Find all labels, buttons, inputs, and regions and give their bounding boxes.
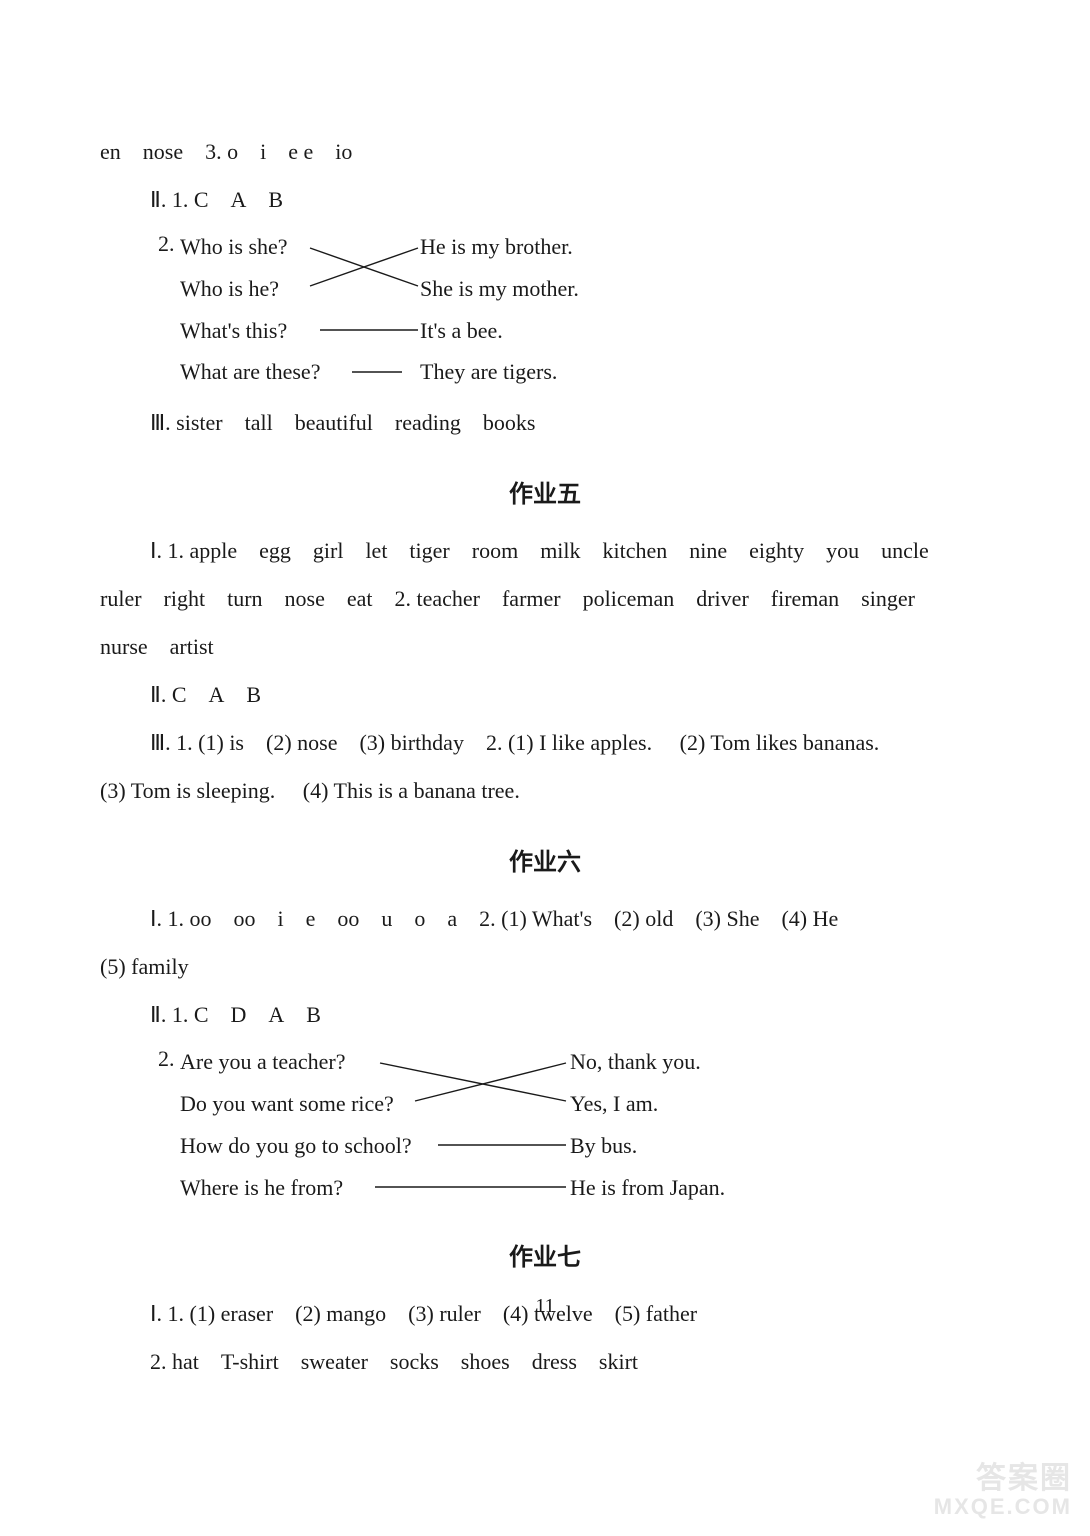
watermark-line-1: 答案圈 (934, 1463, 1072, 1495)
match-left: What's this? (180, 310, 350, 352)
match-left: How do you go to school? (180, 1125, 430, 1167)
match-right: Yes, I am. (570, 1083, 658, 1125)
hw7-p2: 2. hat T-shirt sweater socks shoes dress… (100, 1340, 990, 1384)
match-row: Who is he? She is my mother. (180, 268, 990, 310)
match-right: She is my mother. (420, 268, 579, 310)
match-row: What are these? They are tigers. (180, 351, 990, 393)
hw6-p1b: (5) family (100, 945, 990, 989)
match-block-hw6: 2. Are you a teacher?No, thank you.Do yo… (180, 1041, 990, 1208)
match-number: 2. (158, 1037, 175, 1081)
match-right: By bus. (570, 1125, 637, 1167)
match-right: He is my brother. (420, 226, 573, 268)
match-right: It's a bee. (420, 310, 503, 352)
match-left: Where is he from? (180, 1167, 430, 1209)
match-row: Where is he from? He is from Japan. (180, 1167, 990, 1209)
hw5-p1c: nurse artist (100, 625, 990, 669)
heading-hw5: 作业五 (100, 471, 990, 519)
top-line-2: Ⅱ. 1. C A B (100, 178, 990, 222)
match-row: Do you want some rice? Yes, I am. (180, 1083, 990, 1125)
page-number: 11 (0, 1286, 1090, 1326)
match-right: He is from Japan. (570, 1167, 725, 1209)
match-number: 2. (158, 222, 175, 266)
match-left: Are you a teacher? (180, 1041, 430, 1083)
page: en nose 3. o i e e io Ⅱ. 1. C A B 2. Who… (0, 0, 1090, 1536)
watermark-line-2: MXQE.COM (934, 1495, 1072, 1518)
heading-hw7: 作业七 (100, 1234, 990, 1282)
match-block-top: 2. Who is she?He is my brother.Who is he… (180, 226, 990, 393)
top-line-3: Ⅲ. sister tall beautiful reading books (100, 401, 990, 445)
hw6-p1a: Ⅰ. 1. oo oo i e oo u o a 2. (1) What's (… (100, 897, 990, 941)
match-row: Are you a teacher? No, thank you. (180, 1041, 990, 1083)
watermark: 答案圈 MXQE.COM (934, 1463, 1072, 1518)
match-right: They are tigers. (420, 351, 557, 393)
match-row: What's this? It's a bee. (180, 310, 990, 352)
heading-hw6: 作业六 (100, 839, 990, 887)
hw5-p2: Ⅱ. C A B (100, 673, 990, 717)
hw5-p1b: ruler right turn nose eat 2. teacher far… (100, 577, 990, 621)
match-left: Who is she? (180, 226, 350, 268)
match-row: How do you go to school? By bus. (180, 1125, 990, 1167)
hw5-p1a: Ⅰ. 1. apple egg girl let tiger room milk… (100, 529, 990, 573)
match-left: Do you want some rice? (180, 1083, 430, 1125)
match-row: Who is she? He is my brother. (180, 226, 990, 268)
match-left: What are these? (180, 351, 350, 393)
hw6-p2: Ⅱ. 1. C D A B (100, 993, 990, 1037)
match-right: No, thank you. (570, 1041, 701, 1083)
hw5-p3a: Ⅲ. 1. (1) is (2) nose (3) birthday 2. (1… (100, 721, 990, 765)
top-line-1: en nose 3. o i e e io (100, 130, 990, 174)
hw5-p3b: (3) Tom is sleeping. (4) This is a banan… (100, 769, 990, 813)
match-left: Who is he? (180, 268, 350, 310)
